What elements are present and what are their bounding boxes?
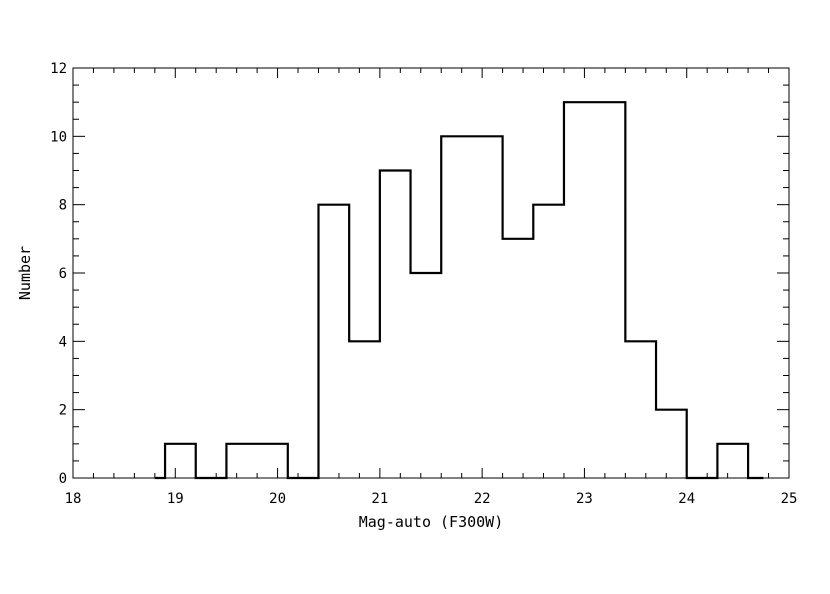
x-tick-label: 18 <box>65 491 82 507</box>
y-tick-label: 12 <box>50 61 67 77</box>
x-tick-label: 19 <box>167 491 184 507</box>
x-tick-label: 20 <box>269 491 286 507</box>
x-tick-label: 25 <box>781 491 798 507</box>
x-axis-title: Mag-auto (F300W) <box>359 513 504 531</box>
tick-marks <box>72 67 790 479</box>
y-tick-label: 4 <box>59 334 67 350</box>
y-tick-label: 10 <box>50 129 67 145</box>
x-tick-label: 22 <box>474 491 491 507</box>
x-tick-label: 21 <box>371 491 388 507</box>
x-tick-label: 23 <box>576 491 593 507</box>
histogram-step-line <box>154 101 764 480</box>
y-tick-label: 8 <box>59 198 67 214</box>
x-tick-labels: 18 19 20 21 22 23 24 25 <box>65 491 798 507</box>
y-tick-labels: 0 2 4 6 8 10 12 <box>50 61 67 487</box>
x-tick-label: 24 <box>678 491 695 507</box>
y-tick-label: 6 <box>59 266 67 282</box>
y-axis-title: Number <box>16 246 34 300</box>
y-tick-label: 0 <box>59 471 67 487</box>
y-tick-label: 2 <box>59 403 67 419</box>
